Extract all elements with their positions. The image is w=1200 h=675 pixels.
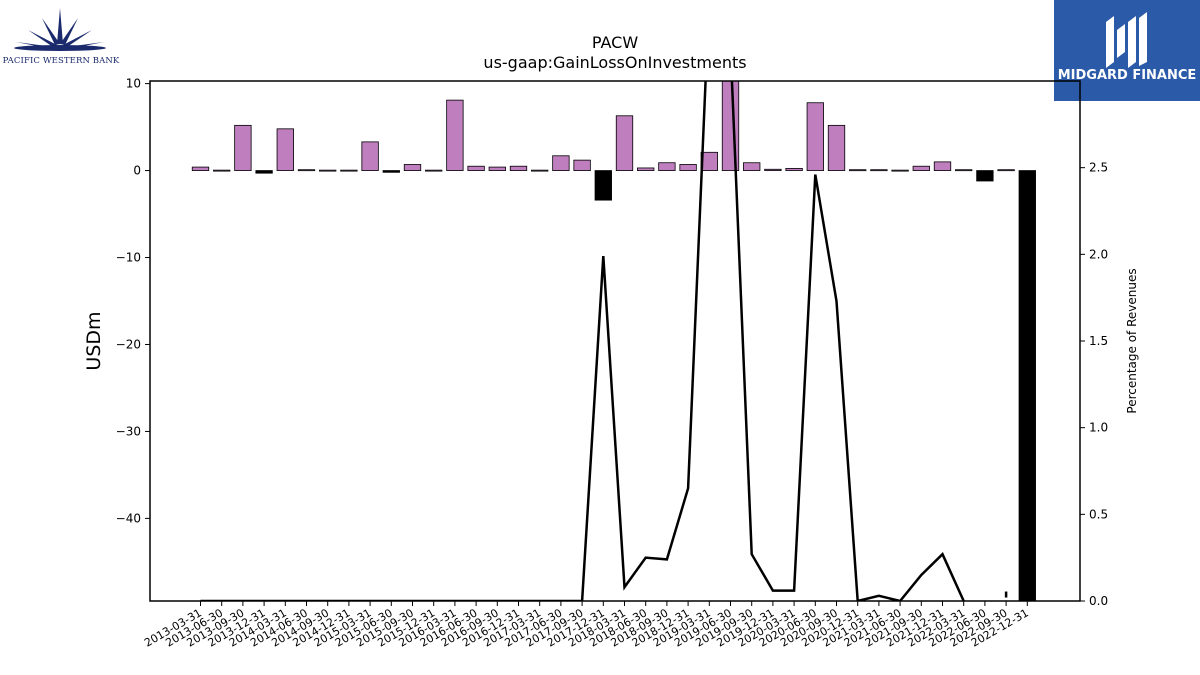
starburst-icon bbox=[14, 8, 106, 51]
bar-2022-06-30 bbox=[976, 170, 994, 182]
y2-tick-label-2.5: 2.5 bbox=[1089, 161, 1108, 175]
line-segment-0 bbox=[200, 81, 965, 601]
bar-2014-03-31 bbox=[276, 128, 294, 171]
y2-tick-label-1.5: 1.5 bbox=[1089, 334, 1108, 348]
bar-2013-09-30 bbox=[234, 124, 252, 171]
bar-2016-06-30 bbox=[467, 165, 485, 171]
bar-2018-12-31 bbox=[679, 164, 697, 171]
y2-tick-label-0.5: 0.5 bbox=[1089, 507, 1108, 521]
bar-2022-09-30 bbox=[997, 169, 1015, 172]
bar-2014-09-30 bbox=[319, 169, 337, 172]
bar-2014-12-31 bbox=[340, 169, 358, 172]
bar-2020-12-31 bbox=[849, 169, 867, 172]
bar-2014-06-30 bbox=[297, 169, 316, 172]
bar-2015-12-31 bbox=[425, 169, 443, 172]
bar-2019-09-30 bbox=[743, 162, 761, 171]
bar-2017-06-30 bbox=[552, 155, 570, 171]
logo-right-text: MIDGARD FINANCE bbox=[1057, 68, 1197, 83]
bar-2016-12-31 bbox=[509, 165, 528, 171]
bar-2016-03-31 bbox=[446, 99, 464, 171]
bar-2016-09-30 bbox=[488, 166, 506, 171]
bar-2018-06-30 bbox=[637, 167, 655, 171]
bar-2021-03-31 bbox=[870, 169, 888, 172]
logo-left-text: PACIFIC WESTERN BANK bbox=[2, 56, 120, 66]
bar-2017-09-30 bbox=[573, 159, 591, 171]
bar-2022-12-31 bbox=[1018, 170, 1036, 601]
y2-tick-label-0: 0.0 bbox=[1089, 594, 1108, 608]
bar-2015-09-30 bbox=[403, 164, 422, 171]
line-series bbox=[200, 81, 1008, 601]
chart-subtitle: us-gaap:GainLossOnInvestments bbox=[483, 53, 746, 72]
y-tick-label-0: 0 bbox=[133, 164, 141, 178]
y-tick-label-10: 10 bbox=[126, 77, 141, 91]
bar-2021-12-31 bbox=[933, 161, 952, 171]
midgard-mark-icon bbox=[1106, 12, 1147, 68]
bar-2021-09-30 bbox=[912, 165, 930, 171]
bar-2020-06-30 bbox=[806, 102, 824, 171]
pacific-western-bank-logo: PACIFIC WESTERN BANK bbox=[2, 4, 120, 66]
bar-2013-03-31 bbox=[191, 166, 210, 171]
bar-2019-06-30 bbox=[721, 81, 740, 171]
bar-2020-09-30 bbox=[827, 124, 846, 171]
y-axis-label: USDm bbox=[83, 311, 105, 370]
bar-2022-03-31 bbox=[955, 169, 973, 172]
bar-2015-03-31 bbox=[361, 141, 379, 171]
bar-2013-12-31 bbox=[255, 170, 273, 174]
y-tick-label--10: −10 bbox=[116, 251, 141, 265]
y-tick-label--30: −30 bbox=[116, 424, 141, 438]
bar-2015-06-30 bbox=[382, 170, 400, 173]
bar-2021-06-30 bbox=[891, 169, 909, 172]
y-tick-label--20: −20 bbox=[116, 337, 141, 351]
bar-2018-09-30 bbox=[658, 162, 676, 171]
bar-2017-03-31 bbox=[531, 169, 549, 172]
plot-area bbox=[191, 81, 1036, 601]
bar-series bbox=[191, 81, 1036, 601]
y2-tick-label-1: 1.0 bbox=[1089, 421, 1108, 435]
bar-2019-12-31 bbox=[764, 168, 782, 171]
bar-2018-03-31 bbox=[615, 115, 634, 171]
bar-2013-06-30 bbox=[213, 169, 231, 172]
chart-title: PACW bbox=[592, 33, 638, 52]
bar-2020-03-31 bbox=[785, 167, 803, 171]
y-tick-label--40: −40 bbox=[116, 511, 141, 525]
midgard-finance-logo: MIDGARD FINANCE bbox=[1054, 0, 1200, 101]
y2-tick-label-2: 2.0 bbox=[1089, 247, 1108, 261]
bar-2017-12-31 bbox=[594, 170, 612, 201]
y2-axis-label: Percentage of Revenues bbox=[1125, 268, 1139, 413]
